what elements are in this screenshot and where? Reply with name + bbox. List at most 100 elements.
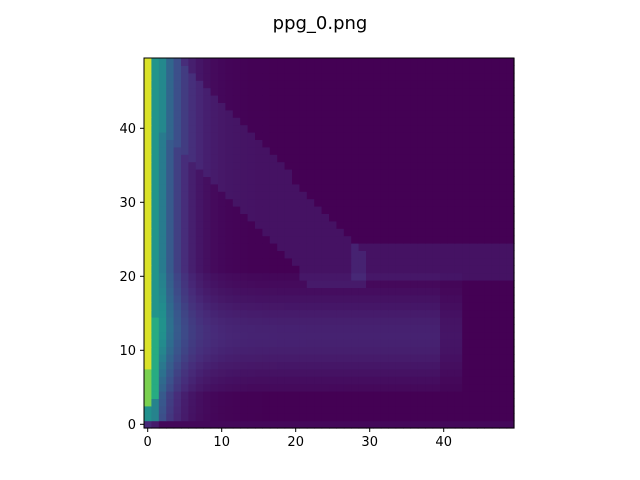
heatmap-cell	[144, 183, 152, 192]
heatmap-cell	[477, 58, 485, 66]
heatmap-cell	[380, 58, 389, 66]
heatmap-cell	[188, 331, 197, 340]
heatmap-cell	[351, 117, 360, 126]
heatmap-cell	[499, 309, 508, 318]
heatmap-cell	[366, 206, 374, 214]
heatmap-cell	[432, 272, 441, 281]
heatmap-cell	[380, 95, 389, 103]
heatmap-cell	[447, 317, 456, 325]
heatmap-cell	[284, 398, 293, 407]
heatmap-cell	[166, 376, 175, 385]
heatmap-cell	[299, 206, 308, 214]
heatmap-cell	[469, 391, 478, 399]
heatmap-cell	[218, 405, 226, 414]
heatmap-cell	[454, 169, 463, 177]
heatmap-cell	[306, 287, 315, 296]
heatmap-cell	[188, 346, 197, 355]
heatmap-cell	[506, 250, 515, 259]
heatmap-cell	[269, 405, 278, 414]
heatmap-cell	[262, 191, 271, 200]
heatmap-cell	[262, 146, 271, 155]
heatmap-cell	[440, 139, 448, 148]
heatmap-cell	[329, 302, 337, 311]
heatmap-cell	[447, 324, 456, 333]
heatmap-cell	[380, 398, 389, 407]
heatmap-cell	[358, 294, 367, 303]
heatmap-cell	[358, 169, 367, 177]
heatmap-cell	[462, 346, 471, 355]
heatmap-cell	[403, 317, 411, 325]
heatmap-cell	[218, 339, 226, 348]
heatmap-cell	[388, 228, 397, 237]
heatmap-cell	[506, 383, 515, 392]
heatmap-cell	[380, 250, 389, 259]
heatmap-cell	[388, 324, 397, 333]
heatmap-cell	[499, 317, 508, 325]
heatmap-cell	[477, 294, 485, 303]
heatmap-cell	[284, 198, 293, 207]
heatmap-cell	[351, 183, 360, 192]
heatmap-cell	[410, 309, 419, 318]
heatmap-cell	[284, 220, 293, 229]
heatmap-cell	[358, 250, 367, 259]
heatmap-cell	[255, 257, 263, 266]
heatmap-cell	[195, 109, 204, 118]
heatmap-cell	[491, 376, 500, 385]
heatmap-cell	[203, 383, 212, 392]
heatmap-cell	[144, 287, 152, 296]
heatmap-cell	[225, 398, 234, 407]
heatmap-cell	[188, 213, 197, 222]
plot-frame	[143, 57, 515, 429]
heatmap-cell	[292, 117, 300, 126]
heatmap-cell	[240, 243, 249, 251]
heatmap-cell	[373, 257, 382, 266]
heatmap-cell	[247, 169, 256, 177]
heatmap-cell	[166, 102, 175, 111]
heatmap-cell	[188, 405, 197, 414]
heatmap-cell	[210, 243, 219, 251]
heatmap-cell	[181, 176, 189, 185]
heatmap-cell	[166, 117, 175, 126]
heatmap-cell	[336, 169, 345, 177]
heatmap-cell	[269, 213, 278, 222]
heatmap-cell	[173, 65, 182, 74]
heatmap-cell	[380, 65, 389, 74]
heatmap-cell	[403, 383, 411, 392]
heatmap-cell	[151, 250, 160, 259]
heatmap-cell	[432, 228, 441, 237]
heatmap-cell	[336, 265, 345, 274]
heatmap-cell	[410, 154, 419, 163]
heatmap-cell	[425, 331, 434, 340]
heatmap-cell	[373, 139, 382, 148]
heatmap-cell	[321, 72, 330, 81]
heatmap-cell	[380, 294, 389, 303]
heatmap-cell	[277, 346, 286, 355]
heatmap-cell	[388, 376, 397, 385]
heatmap-cell	[491, 220, 500, 229]
heatmap-cell	[232, 368, 241, 377]
heatmap-cell	[499, 376, 508, 385]
heatmap-cell	[484, 191, 493, 200]
heatmap-cell	[373, 405, 382, 414]
heatmap-cell	[477, 72, 485, 81]
heatmap-cell	[395, 169, 404, 177]
heatmap-cell	[403, 146, 411, 155]
heatmap-cell	[484, 272, 493, 281]
heatmap-cell	[144, 294, 152, 303]
heatmap-cell	[336, 109, 345, 118]
heatmap-cell	[454, 235, 463, 244]
heatmap-cell	[358, 339, 367, 348]
heatmap-cell	[432, 169, 441, 177]
heatmap-cell	[299, 169, 308, 177]
heatmap-cell	[292, 265, 300, 274]
heatmap-cell	[232, 361, 241, 370]
heatmap-cell	[469, 102, 478, 111]
heatmap-cell	[403, 102, 411, 111]
heatmap-cell	[484, 294, 493, 303]
heatmap-cell	[299, 220, 308, 229]
heatmap-cell	[329, 124, 337, 133]
heatmap-cell	[417, 243, 426, 251]
heatmap-cell	[373, 294, 382, 303]
heatmap-cell	[410, 87, 419, 96]
heatmap-cell	[432, 339, 441, 348]
